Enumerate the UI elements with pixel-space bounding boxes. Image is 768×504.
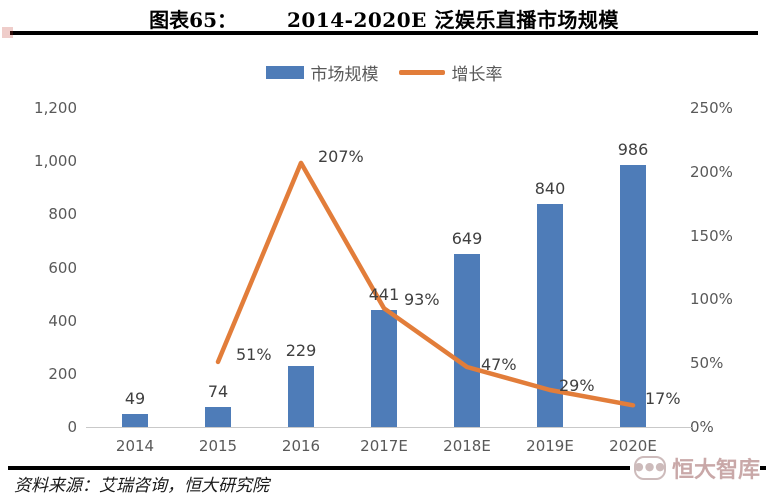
left-axis-tick-label: 1,000 bbox=[34, 152, 77, 171]
left-axis-tick-label: 800 bbox=[48, 205, 77, 224]
bar-value-label: 74 bbox=[207, 382, 229, 402]
market-size-bar bbox=[205, 407, 231, 427]
source-note: 资料来源：艾瑞咨询，恒大研究院 bbox=[14, 476, 269, 496]
x-axis-label: 2017E bbox=[360, 437, 408, 455]
right-axis-tick-label: 50% bbox=[690, 354, 724, 373]
chart-header: 图表65： 2014-2020E 泛娱乐直播市场规模 bbox=[0, 4, 768, 33]
right-axis-tick-label: 250% bbox=[690, 99, 733, 117]
right-axis-tick-label: 200% bbox=[690, 162, 733, 181]
speech-bubble-icon: ●●● bbox=[633, 456, 666, 480]
x-axis-label: 2014 bbox=[115, 437, 155, 455]
bar-value-label: 49 bbox=[124, 388, 146, 408]
bar-value-label: 229 bbox=[285, 341, 317, 361]
x-axis-label: 2019E bbox=[526, 437, 574, 455]
left-axis-tick-label: 600 bbox=[48, 258, 77, 277]
market-size-bar bbox=[122, 413, 148, 427]
right-axis-tick-label: 100% bbox=[690, 290, 733, 309]
footer-rule bbox=[8, 466, 630, 470]
legend-label: 市场规模 bbox=[310, 65, 379, 85]
bar-value-label: 840 bbox=[534, 178, 566, 198]
legend-label: 增长率 bbox=[451, 65, 503, 85]
title-divider-rule bbox=[10, 31, 758, 35]
watermark-label: 恒大智库 bbox=[671, 452, 760, 484]
x-axis-line bbox=[86, 427, 692, 428]
line-point-label: 51% bbox=[236, 344, 272, 364]
line-point-label: 207% bbox=[318, 146, 364, 166]
x-axis-label: 2020E bbox=[609, 437, 657, 455]
x-axis-label: 2016 bbox=[281, 437, 321, 455]
right-axis-tick-label: 150% bbox=[690, 226, 733, 245]
chart-legend: 市场规模 增长率 bbox=[0, 60, 768, 85]
line-point-label: 17% bbox=[645, 389, 681, 409]
legend-item: 市场规模 bbox=[265, 60, 379, 85]
bar-value-label: 986 bbox=[617, 139, 649, 159]
right-axis-tick-label: 0% bbox=[690, 418, 714, 436]
legend-item: 增长率 bbox=[398, 60, 503, 85]
red-corner-mark bbox=[2, 27, 13, 38]
line-point-label: 29% bbox=[559, 375, 595, 395]
market-size-bar bbox=[371, 309, 397, 427]
brand-watermark: ●●● 恒大智库 bbox=[633, 452, 760, 484]
line-point-label: 47% bbox=[481, 355, 517, 375]
market-size-bar bbox=[454, 254, 480, 427]
line-point-label: 93% bbox=[404, 290, 440, 310]
figure-label: 图表65： bbox=[149, 8, 237, 32]
x-axis-label: 2018E bbox=[443, 437, 491, 455]
bar-swatch-icon bbox=[265, 66, 304, 79]
chart-title: 2014-2020E 泛娱乐直播市场规模 bbox=[287, 8, 619, 32]
bar-value-label: 649 bbox=[451, 229, 483, 249]
line-swatch-icon bbox=[398, 70, 445, 75]
left-axis-tick-label: 200 bbox=[48, 364, 77, 383]
market-size-bar bbox=[288, 366, 314, 427]
market-size-bar bbox=[620, 164, 646, 427]
left-axis-tick-label: 1,200 bbox=[34, 99, 77, 117]
left-axis-tick-label: 400 bbox=[48, 311, 77, 330]
x-axis-label: 2015 bbox=[198, 437, 238, 455]
left-axis-tick-label: 0 bbox=[67, 418, 77, 436]
